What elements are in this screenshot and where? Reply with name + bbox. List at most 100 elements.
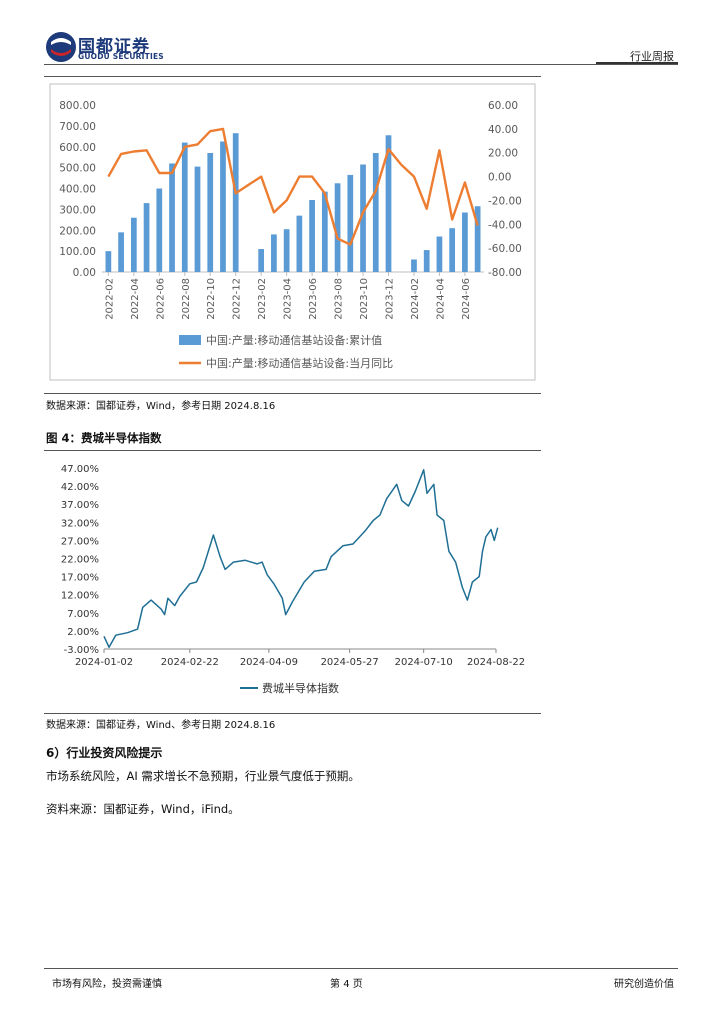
y-tick-label: -3.00% (64, 645, 99, 656)
bar (232, 133, 239, 272)
page-number-value: 4 (343, 979, 350, 990)
bar (194, 166, 201, 272)
figure3-source: 数据来源：国都证券，Wind，参考日期 2024.8.16 (46, 401, 276, 412)
x-tick-label: 2024-04 (435, 278, 446, 320)
base-station-chart: 0.00 100.00 200.00 300.00 400.00 500.00 600.00… (49, 83, 536, 381)
y-tick-label: 32.00% (61, 518, 99, 529)
y-left-tick-label: 700.00 (59, 121, 96, 133)
y-tick-label: 17.00% (61, 573, 99, 584)
bar (220, 141, 226, 272)
bar (296, 215, 303, 272)
header-divider (44, 64, 678, 65)
sox-line (103, 469, 499, 648)
header-accent-bar (596, 62, 678, 64)
sox-index-chart: -3.00% 2.00% 7.00% 12.00% 17.00% 22.00% 27.00%… (61, 464, 525, 695)
y-tick-label: 7.00% (67, 609, 99, 620)
bar (334, 183, 341, 272)
bar (130, 217, 137, 272)
x-tick-label: 2022-04 (130, 278, 141, 320)
company-name-en: GUODU SECURITIES (78, 52, 164, 61)
y-right-tick-label: 0.00 (488, 172, 511, 184)
y-right-tick-label: -60.00 (488, 243, 522, 255)
figure3-bottom-border (44, 393, 541, 394)
y-tick-label: 42.00% (61, 482, 99, 493)
y-tick-label: 22.00% (61, 555, 99, 566)
bar (258, 249, 265, 272)
legend-bar-swatch (179, 335, 201, 345)
y-left-tick-label: 800.00 (59, 100, 96, 112)
bar (118, 232, 124, 272)
y-left-tick-label: 0.00 (73, 267, 96, 279)
page-suffix: 页 (352, 979, 363, 990)
y-tick-label: 37.00% (61, 500, 99, 511)
y-right-tick-label: 60.00 (488, 100, 518, 112)
y-right-tick-label: 20.00 (488, 148, 518, 160)
legend-bar-label: 中国:产量:移动通信基站设备:累计值 (206, 333, 382, 347)
bar (271, 234, 277, 272)
y-tick-label: 47.00% (61, 464, 99, 475)
bar (436, 236, 443, 272)
y-left-tick-label: 600.00 (59, 142, 96, 154)
y-tick-label: 27.00% (61, 536, 99, 547)
bar (423, 250, 430, 272)
y-tick-label: 2.00% (67, 627, 99, 638)
company-name-cn: 国都证券 (78, 37, 150, 57)
bar (474, 206, 481, 272)
bar (449, 228, 456, 272)
y-right-tick-label: 40.00 (488, 124, 518, 136)
x-tick-label: 2024-08-22 (467, 657, 525, 668)
y-left-tick-label: 100.00 (59, 246, 96, 258)
bar (207, 153, 214, 272)
yoy-line (107, 127, 479, 246)
y-left-tick-label: 200.00 (59, 225, 96, 237)
bar (283, 229, 290, 272)
bar (321, 191, 328, 272)
guodu-logo-icon (46, 32, 76, 62)
y-right-tick-label: -20.00 (488, 195, 522, 207)
footer-disclaimer: 市场有风险，投资需谨慎 (52, 979, 162, 990)
bar (360, 164, 366, 272)
bar (169, 163, 175, 272)
y-right-tick-label: -40.00 (488, 219, 522, 231)
x-tick-label: 2023-02 (257, 278, 268, 320)
bar (143, 203, 150, 272)
legend-label: 费城半导体指数 (262, 681, 339, 695)
x-tick-label: 2023-12 (385, 278, 396, 320)
x-tick-label: 2024-05-27 (321, 657, 379, 668)
bar (347, 174, 354, 272)
footer-slogan: 研究创造价值 (614, 979, 674, 990)
y-left-tick-label: 400.00 (59, 184, 96, 196)
bar (385, 135, 392, 272)
chart-frame (49, 83, 536, 381)
page-number: 第 4 页 (330, 975, 363, 990)
y-left-tick-label: 500.00 (59, 163, 96, 175)
sources-paragraph: 资料来源：国都证券，Wind，iFind。 (46, 802, 240, 816)
x-tick-label: 2022-02 (104, 278, 115, 320)
x-tick-label: 2022-06 (155, 278, 166, 320)
bar (181, 142, 188, 272)
figure4-title: 图 4：费城半导体指数 (46, 431, 162, 445)
x-tick-label: 2023-06 (308, 278, 319, 320)
bar (105, 251, 112, 272)
figure4-top-border (44, 450, 541, 451)
bar (309, 199, 315, 272)
document-type: 行业周报 (630, 50, 674, 63)
y-left-tick-label: 300.00 (59, 204, 96, 216)
bar (411, 259, 417, 272)
bar (156, 188, 163, 272)
y-right-tick-label: -80.00 (488, 267, 522, 279)
x-tick-label: 2024-04-09 (240, 657, 298, 668)
x-tick-label: 2024-07-10 (395, 657, 453, 668)
figure4-bottom-border (44, 713, 541, 714)
x-tick-label: 2023-08 (334, 278, 345, 320)
x-tick-label: 2023-10 (359, 278, 370, 320)
x-tick-label: 2022-08 (181, 278, 192, 320)
figure3-top-border (44, 76, 541, 77)
risk-paragraph: 市场系统风险，AI 需求增长不急预期，行业景气度低于预期。 (46, 769, 360, 783)
x-tick-label: 2022-12 (232, 278, 243, 320)
y-tick-label: 12.00% (61, 591, 99, 602)
x-tick-label: 2024-02 (410, 278, 421, 320)
risk-section-title: 6）行业投资风险提示 (46, 746, 163, 760)
x-tick-label: 2024-06 (461, 278, 472, 320)
bar (462, 212, 468, 272)
